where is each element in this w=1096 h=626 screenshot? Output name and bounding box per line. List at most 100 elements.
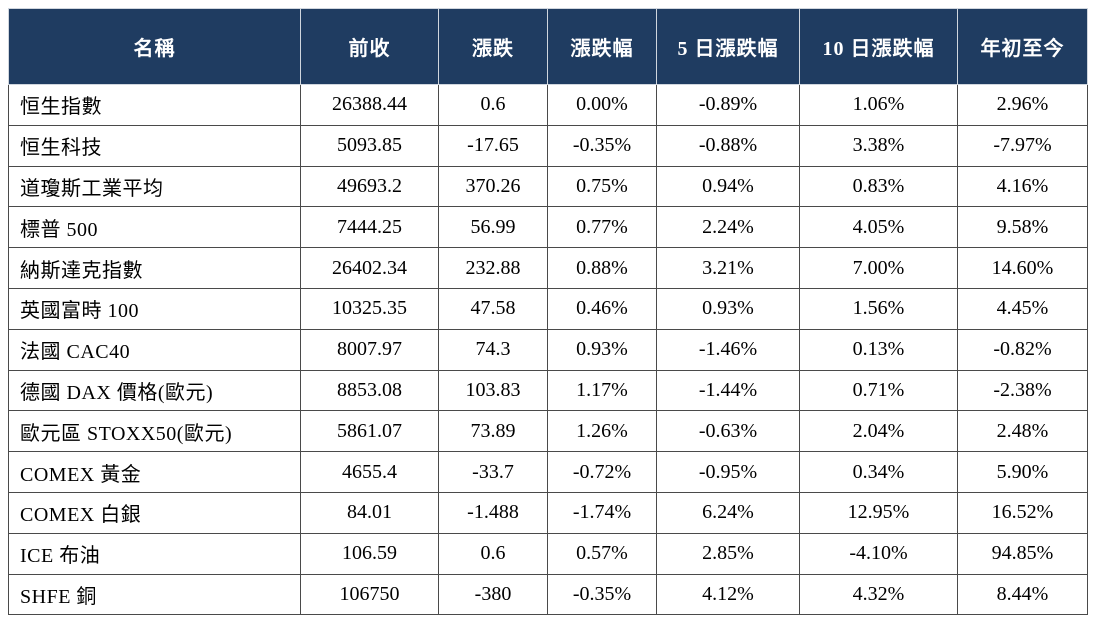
cell-name: 法國 CAC40 [8, 328, 301, 371]
table-row: 標普 500 7444.25 56.99 0.77% 2.24% 4.05% 9.58% [8, 206, 1088, 249]
table-row: ICE 布油 106.59 0.6 0.57% 2.85% -4.10% 94.85% [8, 532, 1088, 575]
cell-name: 納斯達克指數 [8, 247, 301, 289]
cell-name: 恒生科技 [8, 124, 301, 167]
cell-change-pct: 1.17% [547, 369, 657, 412]
cell-10d-change-pct: 3.38% [799, 124, 958, 167]
cell-ytd: -0.82% [957, 328, 1088, 371]
cell-prev-close: 49693.2 [300, 165, 439, 208]
cell-prev-close: 26402.34 [300, 247, 439, 289]
cell-change: 103.83 [438, 369, 548, 412]
cell-prev-close: 5861.07 [300, 410, 439, 453]
cell-prev-close: 5093.85 [300, 124, 439, 167]
cell-ytd: 2.48% [957, 410, 1088, 453]
table-row: 英國富時 100 10325.35 47.58 0.46% 0.93% 1.56% 4.45… [8, 287, 1088, 330]
header-change: 漲跌 [438, 8, 548, 85]
cell-change-pct: 0.57% [547, 532, 657, 575]
cell-prev-close: 106750 [300, 573, 439, 616]
cell-5d-change-pct: 4.12% [656, 573, 800, 616]
cell-ytd: -7.97% [957, 124, 1088, 167]
cell-name: 標普 500 [8, 206, 301, 249]
cell-change: 47.58 [438, 287, 548, 330]
cell-5d-change-pct: 2.85% [656, 532, 800, 575]
cell-5d-change-pct: -0.88% [656, 124, 800, 167]
cell-name: 歐元區 STOXX50(歐元) [8, 410, 301, 453]
header-change-pct: 漲跌幅 [547, 8, 657, 85]
header-10d-change-pct: 10 日漲跌幅 [799, 8, 958, 85]
cell-5d-change-pct: -1.46% [656, 328, 800, 371]
table-row: SHFE 銅 106750 -380 -0.35% 4.12% 4.32% 8.44% [8, 573, 1088, 616]
cell-ytd: 94.85% [957, 532, 1088, 575]
cell-name: COMEX 白銀 [8, 491, 301, 534]
table-header: 名稱 前收 漲跌 漲跌幅 5 日漲跌幅 10 日漲跌幅 年初至今 [8, 8, 1088, 85]
cell-5d-change-pct: -0.89% [656, 84, 800, 126]
cell-change-pct: 0.75% [547, 165, 657, 208]
cell-change: -17.65 [438, 124, 548, 167]
header-5d-change-pct: 5 日漲跌幅 [656, 8, 800, 85]
cell-10d-change-pct: 2.04% [799, 410, 958, 453]
table-row: COMEX 黃金 4655.4 -33.7 -0.72% -0.95% 0.34% 5.90… [8, 451, 1088, 493]
table-row: 恒生指數 26388.44 0.6 0.00% -0.89% 1.06% 2.96% [8, 84, 1088, 126]
cell-ytd: 4.16% [957, 165, 1088, 208]
cell-change: 370.26 [438, 165, 548, 208]
cell-prev-close: 84.01 [300, 491, 439, 534]
cell-change-pct: 1.26% [547, 410, 657, 453]
header-prev-close: 前收 [300, 8, 439, 85]
table-row: COMEX 白銀 84.01 -1.488 -1.74% 6.24% 12.95% 16.5… [8, 491, 1088, 534]
table-row: 道瓊斯工業平均 49693.2 370.26 0.75% 0.94% 0.83% 4.16% [8, 165, 1088, 208]
cell-ytd: 4.45% [957, 287, 1088, 330]
cell-5d-change-pct: 0.94% [656, 165, 800, 208]
table-row: 納斯達克指數 26402.34 232.88 0.88% 3.21% 7.00% 14.60… [8, 247, 1088, 289]
cell-10d-change-pct: 12.95% [799, 491, 958, 534]
cell-name: ICE 布油 [8, 532, 301, 575]
header-name: 名稱 [8, 8, 301, 85]
cell-10d-change-pct: 4.32% [799, 573, 958, 616]
cell-change-pct: 0.46% [547, 287, 657, 330]
cell-prev-close: 8007.97 [300, 328, 439, 371]
cell-10d-change-pct: 7.00% [799, 247, 958, 289]
cell-change-pct: 0.77% [547, 206, 657, 249]
table-row: 歐元區 STOXX50(歐元) 5861.07 73.89 1.26% -0.63% 2.… [8, 410, 1088, 453]
cell-name: 道瓊斯工業平均 [8, 165, 301, 208]
cell-change: 74.3 [438, 328, 548, 371]
cell-prev-close: 4655.4 [300, 451, 439, 493]
cell-10d-change-pct: -4.10% [799, 532, 958, 575]
cell-name: 德國 DAX 價格(歐元) [8, 369, 301, 412]
cell-10d-change-pct: 0.83% [799, 165, 958, 208]
cell-prev-close: 26388.44 [300, 84, 439, 126]
cell-change-pct: -1.74% [547, 491, 657, 534]
cell-change: 0.6 [438, 532, 548, 575]
cell-change-pct: -0.35% [547, 124, 657, 167]
cell-change: -380 [438, 573, 548, 616]
table-row: 法國 CAC40 8007.97 74.3 0.93% -1.46% 0.13% -0.82… [8, 328, 1088, 371]
cell-ytd: 5.90% [957, 451, 1088, 493]
cell-name: 恒生指數 [8, 84, 301, 126]
cell-ytd: 16.52% [957, 491, 1088, 534]
cell-10d-change-pct: 4.05% [799, 206, 958, 249]
cell-prev-close: 8853.08 [300, 369, 439, 412]
cell-name: SHFE 銅 [8, 573, 301, 616]
cell-change-pct: -0.35% [547, 573, 657, 616]
cell-change: 56.99 [438, 206, 548, 249]
cell-name: 英國富時 100 [8, 287, 301, 330]
cell-ytd: 14.60% [957, 247, 1088, 289]
cell-change-pct: -0.72% [547, 451, 657, 493]
cell-10d-change-pct: 1.56% [799, 287, 958, 330]
cell-ytd: 8.44% [957, 573, 1088, 616]
table-body: 恒生指數 26388.44 0.6 0.00% -0.89% 1.06% 2.96% 恒生科技… [8, 84, 1088, 616]
cell-ytd: 9.58% [957, 206, 1088, 249]
cell-name: COMEX 黃金 [8, 451, 301, 493]
cell-prev-close: 10325.35 [300, 287, 439, 330]
cell-ytd: 2.96% [957, 84, 1088, 126]
cell-change-pct: 0.88% [547, 247, 657, 289]
cell-5d-change-pct: 0.93% [656, 287, 800, 330]
cell-5d-change-pct: 2.24% [656, 206, 800, 249]
cell-change: -33.7 [438, 451, 548, 493]
cell-10d-change-pct: 0.13% [799, 328, 958, 371]
header-row: 名稱 前收 漲跌 漲跌幅 5 日漲跌幅 10 日漲跌幅 年初至今 [8, 8, 1088, 85]
cell-change-pct: 0.93% [547, 328, 657, 371]
cell-change: 0.6 [438, 84, 548, 126]
cell-5d-change-pct: -0.95% [656, 451, 800, 493]
header-ytd: 年初至今 [957, 8, 1088, 85]
cell-ytd: -2.38% [957, 369, 1088, 412]
cell-5d-change-pct: -0.63% [656, 410, 800, 453]
